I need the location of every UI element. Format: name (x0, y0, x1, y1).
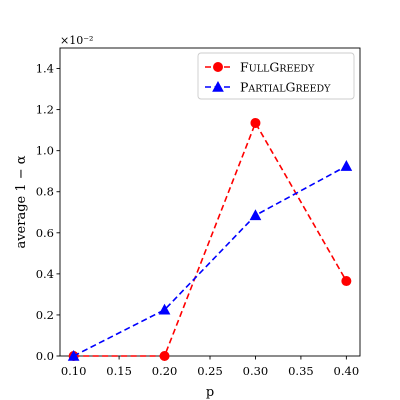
y-tick-label: 1.4 (36, 62, 54, 76)
x-tick-label: 0.10 (61, 364, 87, 378)
series-layer (67, 117, 353, 361)
y-tick-label: 0.0 (36, 349, 54, 363)
x-axis-ticks: 0.10 0.15 0.20 0.25 0.30 0.35 0.40 (61, 356, 359, 378)
data-point (249, 209, 262, 221)
data-point (250, 117, 261, 128)
data-point (340, 160, 353, 171)
legend-box (197, 52, 355, 100)
data-point (341, 276, 352, 287)
legend-label: FULLGREEDY (240, 60, 315, 75)
series-line (73, 121, 348, 357)
x-tick-label: 0.35 (288, 364, 314, 378)
series-1 (67, 160, 353, 361)
x-axis-label: p (206, 385, 214, 400)
y-tick-label: 1.0 (36, 144, 54, 158)
y-axis-exponent-label: ×10⁻² (60, 34, 93, 47)
y-axis-ticks: 0.0 0.2 0.4 0.6 0.8 1.0 1.2 1.4 (36, 62, 60, 363)
x-tick-label: 0.40 (334, 364, 360, 378)
x-tick-label: 0.15 (106, 364, 132, 378)
data-point (67, 349, 80, 361)
series-line (73, 165, 347, 357)
y-axis-label: average 1 − α (14, 155, 29, 248)
legend-label: PARTIALGREEDY (240, 80, 331, 95)
legend-marker (213, 62, 223, 72)
y-tick-label: 0.4 (36, 267, 54, 281)
data-point (159, 351, 170, 361)
legend-marker (212, 80, 224, 92)
x-tick-label: 0.25 (197, 364, 223, 378)
series-0 (68, 117, 352, 361)
y-tick-label: 0.6 (36, 226, 54, 240)
x-tick-label: 0.20 (152, 364, 178, 378)
data-point (158, 303, 171, 315)
legend: FULLGREEDY PARTIALGREEDY (197, 52, 355, 100)
x-tick-label: 0.30 (243, 364, 269, 378)
y-tick-label: 0.2 (36, 308, 54, 322)
y-tick-label: 0.8 (36, 185, 54, 199)
y-tick-label: 1.2 (36, 103, 54, 117)
legend-entry: FULLGREEDY (205, 60, 315, 75)
legend-entry: PARTIALGREEDY (205, 80, 331, 95)
